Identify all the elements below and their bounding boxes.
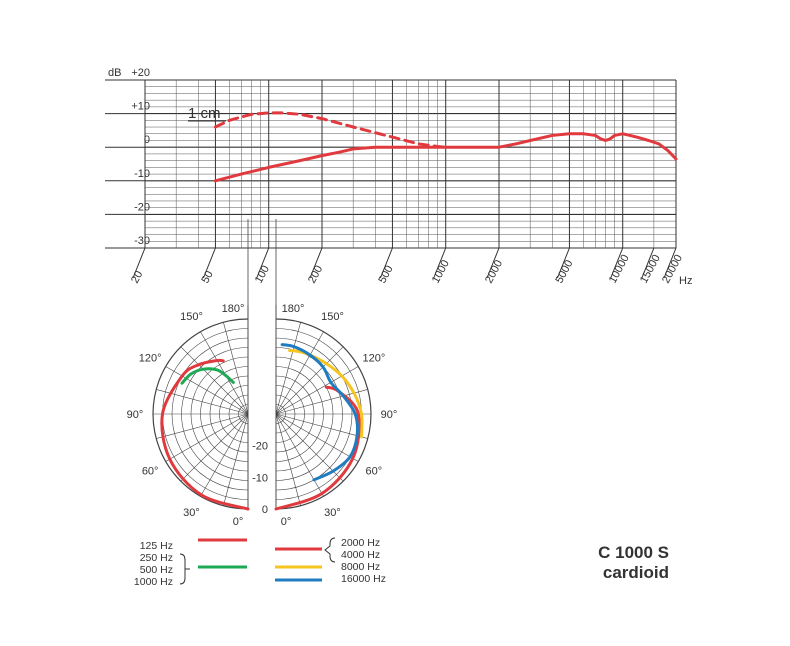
polar-spoke (275, 366, 359, 415)
polar-series-right (280, 343, 359, 482)
polar-spoke (180, 346, 249, 415)
legend-right-item: 2000 Hz (341, 537, 380, 549)
polar-series-right (288, 349, 364, 439)
frequency-response-chart: +20 +10 0 -10 -20 -30 dB 20 50 100 200 500 1000 2000 5… (105, 67, 692, 287)
polar-angle-label-left: 0° (233, 516, 244, 528)
polar-angle-label-left: 150° (180, 311, 203, 323)
legend-left-item: 125 Hz (140, 540, 173, 552)
polar-spoke (275, 413, 344, 482)
polar-angle-label-left: 30° (183, 507, 200, 519)
polar-spoke (165, 413, 249, 462)
polar-radius-label: -20 (252, 441, 268, 453)
freq-series-1cm (213, 111, 448, 149)
polar-series-left (160, 358, 250, 511)
freq-x-tick-label: 20 (129, 269, 145, 285)
freq-y-tick-label: +20 (131, 67, 150, 79)
legend-left-item: 250 Hz (140, 552, 173, 564)
polar-spoke (223, 413, 249, 506)
polar-angle-label-left: 90° (127, 409, 144, 421)
freq-x-tick-label: 500 (376, 264, 395, 286)
polar-angle-label-right: 30° (324, 507, 341, 519)
polar-angle-label-right: 60° (366, 466, 383, 478)
polar-series-left (180, 367, 235, 385)
freq-x-tick-label: 200 (306, 264, 325, 286)
freq-x-tick (663, 247, 677, 279)
polar-angle-label-right: 0° (281, 516, 292, 528)
freq-y-tick-label: +10 (131, 101, 150, 113)
polar-series-right (274, 385, 361, 511)
polar-spoke (275, 413, 301, 506)
polar-pattern-chart: 180° 150° 120° 90° 60° 30° 0° 180° 150° 120° 90° 60… (127, 219, 398, 528)
model-name: C 1000 S (598, 543, 669, 562)
freq-x-tick (309, 247, 323, 279)
freq-x-tick-label: 2000 (483, 258, 505, 285)
freq-x-tick (433, 247, 447, 279)
legend-right-item: 16000 Hz (341, 573, 386, 585)
polar-radius-label: 0 (262, 504, 268, 516)
polar-angle-label-left: 120° (139, 353, 162, 365)
polar-angle-label-right: 120° (362, 353, 385, 365)
freq-x-tick (556, 247, 570, 279)
polar-spoke (223, 322, 249, 415)
polar-center-cap (256, 405, 268, 427)
legend-right-item: 8000 Hz (341, 561, 380, 573)
freq-grid (105, 79, 677, 249)
model-label: C 1000 S cardioid (598, 543, 669, 583)
polar-spoke (275, 413, 368, 439)
freq-x-tick-label: 50 (199, 269, 215, 285)
polar-spoke (275, 413, 324, 497)
polar-spoke (156, 413, 249, 439)
polar-spoke (275, 331, 324, 415)
freq-x-tick (641, 247, 655, 279)
polar-angle-label-left: 180° (222, 303, 245, 315)
legend-left-item: 500 Hz (140, 564, 173, 576)
polar-angle-label-right: 180° (282, 303, 305, 315)
polar-angle-label-left: 60° (142, 466, 159, 478)
polar-spoke (275, 389, 368, 415)
freq-series (213, 132, 678, 183)
polar-angle-label-right: 90° (381, 409, 398, 421)
polar-spoke (165, 366, 249, 415)
legend-right-brace (324, 537, 336, 563)
model-pattern: cardioid (602, 563, 669, 582)
polar-angle-label-right: 150° (321, 311, 344, 323)
polar-spoke (180, 413, 249, 482)
freq-annotation-1cm: 1 cm (188, 105, 221, 122)
freq-x-unit: Hz (679, 275, 692, 287)
freq-x-tick (486, 247, 500, 279)
freq-y-tick-label: -10 (134, 168, 150, 180)
freq-y-unit: dB (108, 67, 121, 79)
freq-x-tick (610, 247, 624, 279)
freq-y-tick-label: -30 (134, 235, 150, 247)
freq-x-tick (379, 247, 393, 279)
freq-x-tick-label: 5000 (553, 258, 575, 285)
freq-x-tick-label: 15000 (638, 253, 663, 286)
legend-right-item: 4000 Hz (341, 549, 380, 561)
freq-y-tick-label: 0 (144, 134, 150, 146)
freq-x-tick (202, 247, 216, 279)
polar-radius-label: -10 (252, 472, 268, 484)
polar-spoke (200, 413, 249, 497)
freq-y-tick-label: -20 (134, 201, 150, 213)
freq-x-tick (132, 247, 146, 279)
polar-spoke (275, 346, 344, 415)
legend-left-item: 1000 Hz (134, 576, 173, 588)
legend-left-brace (179, 553, 190, 585)
polar-grid-right (275, 219, 372, 510)
freq-x-tick (256, 247, 270, 279)
polar-spoke (275, 413, 359, 462)
freq-x-tick-label: 100 (253, 264, 272, 286)
polar-spoke (275, 322, 301, 415)
freq-x-tick-label: 10000 (607, 253, 632, 286)
freq-x-tick-label: 1000 (430, 258, 452, 285)
